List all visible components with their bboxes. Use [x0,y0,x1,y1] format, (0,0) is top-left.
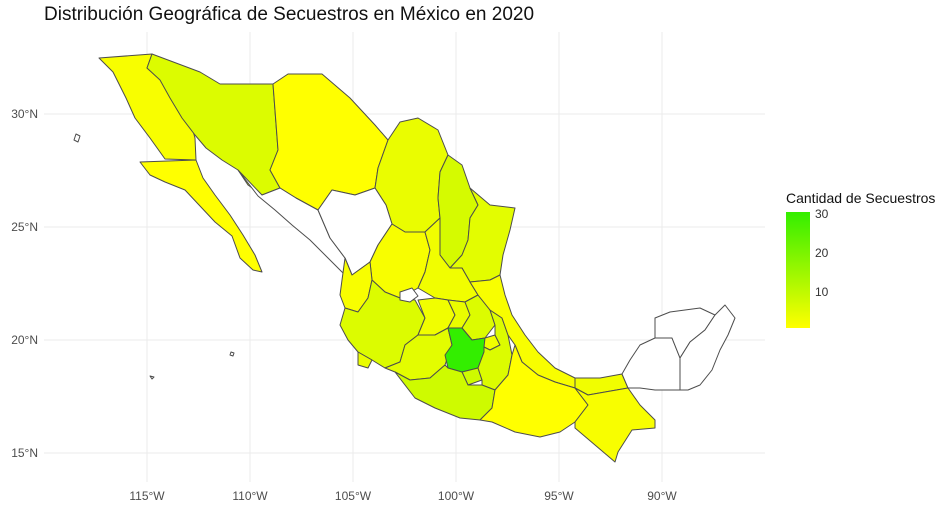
islands [73,133,235,380]
legend-label: 30 [815,207,829,221]
x-tick-label: 100°W [438,489,475,503]
state-chiapas[interactable] [574,387,656,463]
legend-color-bar [786,212,810,328]
x-axis-ticks: 115°W 110°W 105°W 100°W 95°W 90°W [129,489,677,503]
y-tick-label: 15°N [11,446,38,460]
state-puebla[interactable] [477,309,513,391]
y-tick-label: 25°N [11,220,38,234]
x-tick-label: 115°W [129,489,165,503]
y-tick-label: 20°N [11,333,38,347]
state-quintana-roo[interactable] [679,304,736,391]
legend-label: 10 [815,285,829,299]
state-campeche[interactable] [621,337,681,391]
legend-title: Cantidad de Secuestros [786,190,936,206]
y-tick-label: 30°N [11,107,38,121]
state-aguascalientes[interactable] [399,287,419,303]
x-tick-label: 105°W [335,489,372,503]
x-tick-label: 90°W [647,489,677,503]
y-axis-ticks: 30°N 25°N 20°N 15°N [11,107,38,460]
state-guerrero[interactable] [394,364,496,421]
legend-label: 20 [815,246,829,260]
state-colima[interactable] [357,351,373,369]
x-tick-label: 95°W [544,489,574,503]
x-tick-label: 110°W [232,489,268,503]
state-baja-california-sur[interactable] [139,159,263,273]
state-sonora[interactable] [146,53,281,196]
states-layer [98,53,736,463]
map-title: Distribución Geográfica de Secuestros en… [44,4,535,25]
